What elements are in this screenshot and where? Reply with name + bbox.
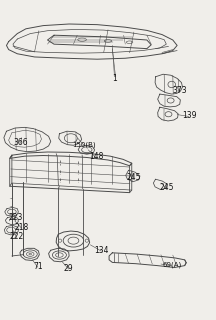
Text: 29: 29 <box>64 264 73 273</box>
Text: 134: 134 <box>94 246 109 255</box>
Text: 69(A): 69(A) <box>162 262 181 268</box>
Text: 366: 366 <box>13 138 28 147</box>
Text: 245: 245 <box>127 173 141 182</box>
Text: 245: 245 <box>159 183 174 192</box>
Text: 139: 139 <box>182 111 196 120</box>
Text: 71: 71 <box>33 262 43 271</box>
Text: 373: 373 <box>172 86 187 95</box>
Text: 222: 222 <box>10 232 24 241</box>
Text: 150(B): 150(B) <box>72 141 96 148</box>
Text: 223: 223 <box>8 213 23 222</box>
Text: 218: 218 <box>14 223 29 232</box>
Text: 1: 1 <box>112 74 117 83</box>
Text: 148: 148 <box>89 152 103 161</box>
